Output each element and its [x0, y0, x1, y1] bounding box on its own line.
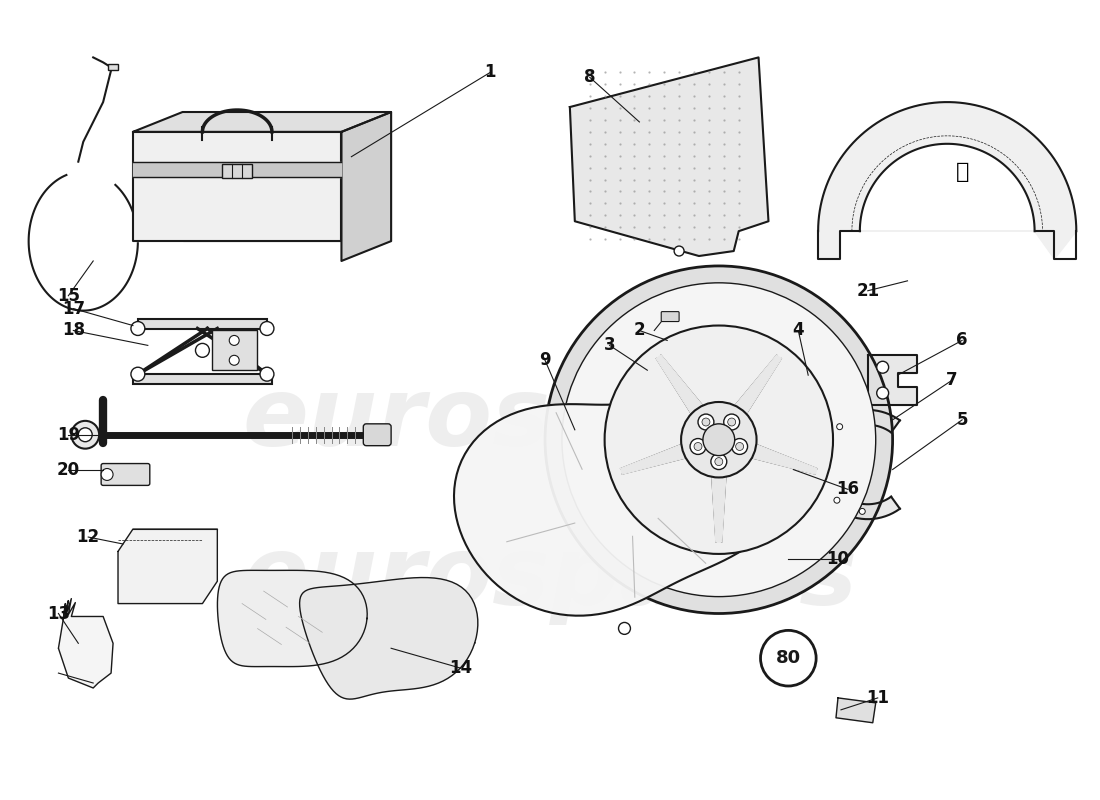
- Text: 13: 13: [47, 605, 70, 622]
- Text: 15: 15: [57, 286, 80, 305]
- Circle shape: [131, 322, 145, 335]
- Circle shape: [260, 367, 274, 381]
- Circle shape: [703, 424, 735, 456]
- Text: 🐎: 🐎: [956, 162, 969, 182]
- Circle shape: [821, 446, 826, 452]
- Circle shape: [72, 421, 99, 449]
- Circle shape: [229, 355, 239, 366]
- Polygon shape: [752, 445, 817, 474]
- Circle shape: [859, 509, 866, 514]
- Text: 18: 18: [62, 322, 85, 339]
- Polygon shape: [299, 578, 477, 699]
- Circle shape: [728, 418, 736, 426]
- Text: eurospares: eurospares: [242, 374, 858, 466]
- Text: 9: 9: [539, 351, 551, 370]
- FancyBboxPatch shape: [138, 318, 267, 329]
- Polygon shape: [657, 355, 702, 414]
- Text: 12: 12: [77, 528, 100, 546]
- Text: 2: 2: [634, 322, 646, 339]
- Circle shape: [736, 442, 744, 450]
- Polygon shape: [133, 132, 341, 241]
- Circle shape: [760, 630, 816, 686]
- Polygon shape: [818, 102, 1076, 259]
- Circle shape: [131, 367, 145, 381]
- Polygon shape: [183, 112, 392, 241]
- Text: 80: 80: [776, 649, 801, 667]
- Circle shape: [724, 414, 739, 430]
- Polygon shape: [118, 529, 218, 603]
- Polygon shape: [836, 698, 876, 722]
- Circle shape: [229, 335, 239, 346]
- Text: 14: 14: [449, 659, 472, 677]
- Text: 11: 11: [866, 689, 889, 707]
- FancyBboxPatch shape: [661, 312, 679, 322]
- Text: 4: 4: [792, 322, 804, 339]
- Polygon shape: [868, 355, 917, 405]
- Circle shape: [820, 474, 825, 480]
- Circle shape: [544, 266, 892, 614]
- Text: eurospares: eurospares: [242, 532, 858, 626]
- Circle shape: [698, 414, 714, 430]
- Text: 19: 19: [57, 426, 80, 444]
- Polygon shape: [341, 112, 392, 261]
- Circle shape: [837, 424, 843, 430]
- Circle shape: [605, 326, 833, 554]
- Text: 7: 7: [946, 371, 958, 389]
- Circle shape: [674, 246, 684, 256]
- Circle shape: [877, 362, 889, 373]
- Polygon shape: [620, 445, 685, 474]
- Text: 8: 8: [584, 68, 595, 86]
- Polygon shape: [813, 410, 900, 519]
- Circle shape: [732, 438, 748, 454]
- Circle shape: [681, 402, 757, 478]
- FancyBboxPatch shape: [101, 463, 150, 486]
- Polygon shape: [218, 570, 367, 666]
- FancyBboxPatch shape: [133, 374, 272, 384]
- Polygon shape: [736, 355, 781, 414]
- Circle shape: [562, 283, 876, 597]
- Polygon shape: [133, 112, 392, 132]
- Polygon shape: [133, 162, 341, 177]
- FancyBboxPatch shape: [363, 424, 392, 446]
- Text: 1: 1: [485, 63, 496, 82]
- Circle shape: [690, 438, 706, 454]
- Circle shape: [715, 458, 723, 466]
- Polygon shape: [712, 478, 726, 542]
- Text: 16: 16: [836, 480, 859, 498]
- Text: 5: 5: [956, 411, 968, 429]
- Polygon shape: [454, 398, 792, 616]
- Polygon shape: [58, 598, 113, 688]
- Text: 20: 20: [57, 461, 80, 478]
- Circle shape: [618, 622, 630, 634]
- Circle shape: [711, 454, 727, 470]
- Polygon shape: [570, 58, 769, 256]
- Bar: [108, 64, 118, 70]
- Text: 17: 17: [62, 300, 85, 318]
- Bar: [222, 164, 252, 178]
- Text: 3: 3: [604, 336, 615, 354]
- Circle shape: [694, 442, 702, 450]
- Circle shape: [702, 418, 710, 426]
- Text: 10: 10: [826, 550, 849, 568]
- Circle shape: [196, 343, 209, 358]
- Circle shape: [78, 428, 92, 442]
- FancyBboxPatch shape: [212, 330, 257, 370]
- Circle shape: [101, 469, 113, 481]
- Text: 21: 21: [856, 282, 879, 300]
- Circle shape: [834, 498, 840, 503]
- Circle shape: [260, 322, 274, 335]
- Circle shape: [877, 387, 889, 399]
- Text: 6: 6: [956, 331, 968, 350]
